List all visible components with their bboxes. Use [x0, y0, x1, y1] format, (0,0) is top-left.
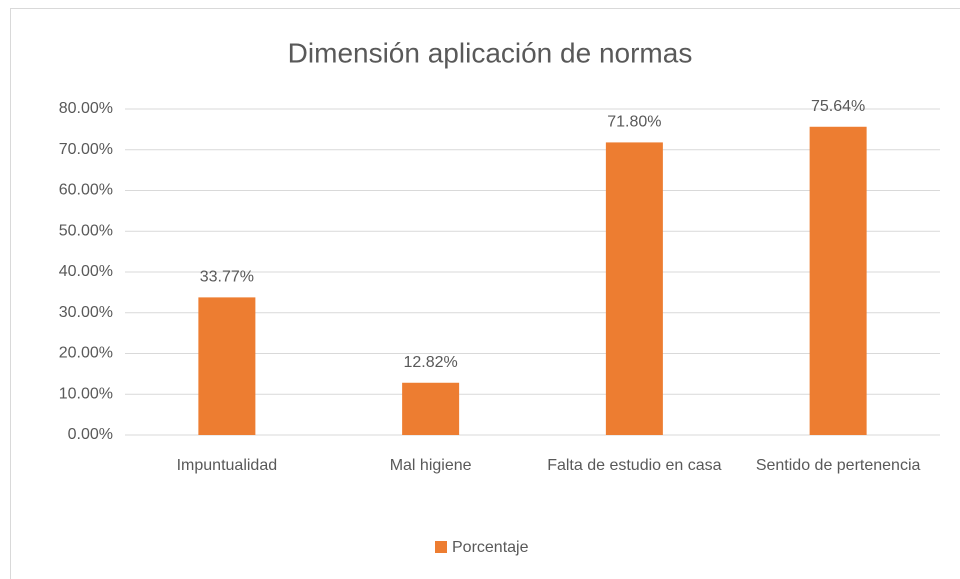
legend-swatch [435, 541, 447, 553]
bar [809, 126, 867, 435]
data-label: 75.64% [811, 98, 865, 115]
bar [402, 382, 460, 435]
x-tick-label: Sentido de pertenencia [755, 457, 921, 474]
data-label: 71.80% [607, 114, 661, 131]
y-tick-label: 70.00% [59, 141, 113, 158]
y-tick-label: 10.00% [59, 385, 113, 402]
x-tick-label: Mal higiene [389, 457, 472, 474]
y-tick-label: 40.00% [59, 263, 113, 280]
y-tick-label: 80.00% [59, 100, 113, 117]
bar [605, 142, 663, 436]
x-tick-label: Falta de estudio en casa [547, 457, 722, 474]
data-label: 12.82% [403, 354, 457, 371]
y-tick-label: 0.00% [68, 426, 113, 443]
y-tick-label: 60.00% [59, 182, 113, 199]
chart-title: Dimensión aplicación de normas [288, 37, 693, 68]
y-tick-label: 50.00% [59, 222, 113, 239]
x-tick-label: Impuntualidad [176, 457, 278, 474]
legend-label: Porcentaje [452, 539, 529, 556]
data-label: 33.77% [200, 269, 254, 286]
chart-border [10, 8, 960, 579]
bar [198, 297, 256, 435]
y-tick-label: 30.00% [59, 304, 113, 321]
y-tick-label: 20.00% [59, 345, 113, 362]
